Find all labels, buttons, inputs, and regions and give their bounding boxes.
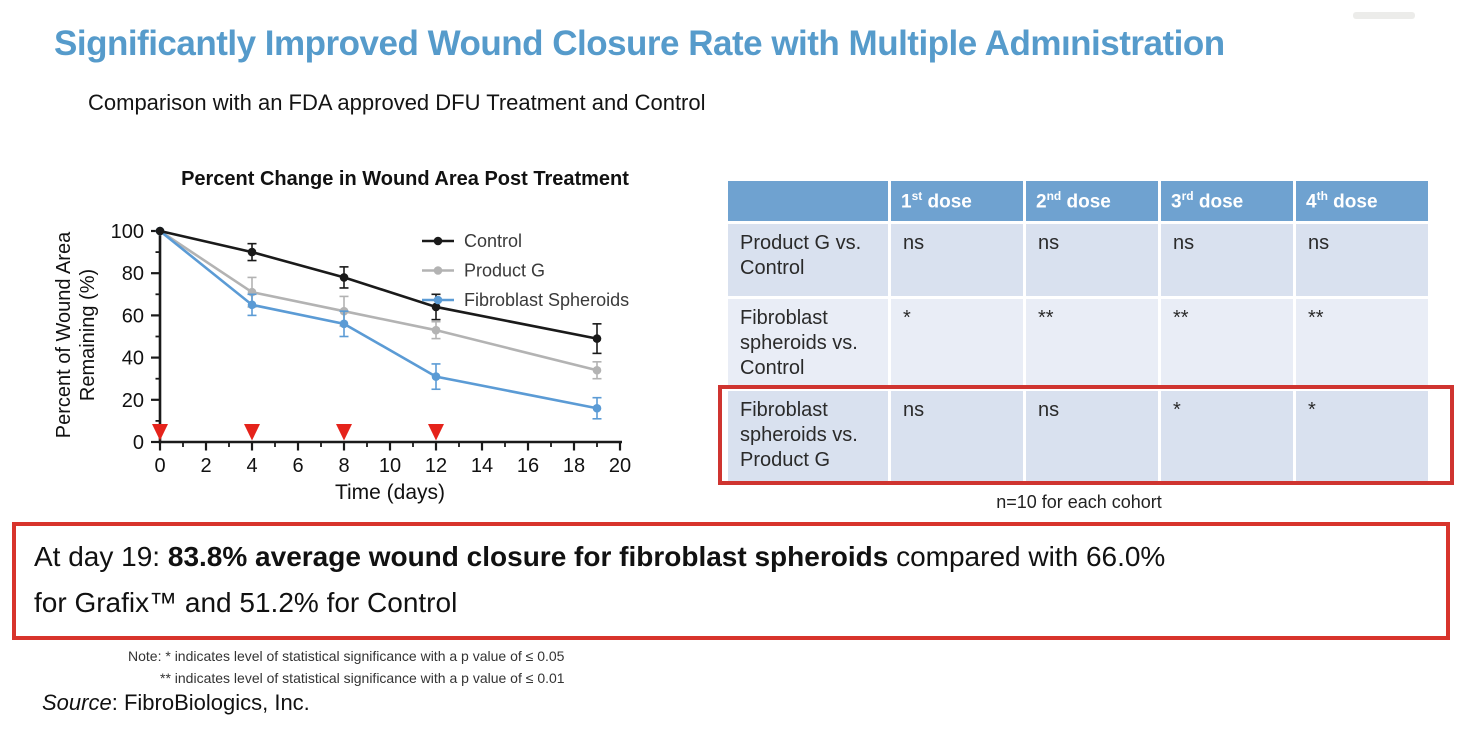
- series-fibroblast-spheroids: [155, 226, 602, 420]
- svg-text:Control: Control: [464, 231, 522, 251]
- table-cell: *: [1161, 391, 1293, 483]
- table-cell: **: [1161, 299, 1293, 388]
- svg-text:0: 0: [154, 455, 165, 477]
- table-header-row: 1st dose 2nd dose 3rd dose 4th dose: [728, 181, 1428, 221]
- page-subtitle: Comparison with an FDA approved DFU Trea…: [88, 90, 706, 115]
- significance-table-wrap: 1st dose 2nd dose 3rd dose 4th dose Prod…: [725, 178, 1431, 486]
- source-label: Source: [42, 690, 112, 715]
- col-header-dose-4: 4th dose: [1296, 181, 1428, 221]
- footnotes: Note: * indicates level of statistical s…: [128, 645, 565, 689]
- footnote-line2: ** indicates level of statistical signif…: [160, 670, 565, 686]
- dose-arrows: [152, 424, 444, 441]
- svg-text:16: 16: [517, 455, 539, 477]
- svg-text:14: 14: [471, 455, 493, 477]
- table-cell: **: [1296, 299, 1428, 388]
- table-cell: **: [1026, 299, 1158, 388]
- svg-text:Time (days): Time (days): [335, 481, 445, 504]
- table-cell: *: [1296, 391, 1428, 483]
- svg-text:18: 18: [563, 455, 585, 477]
- callout-bold: 83.8% average wound closure for fibrobla…: [167, 541, 889, 572]
- svg-text:Percent Change in Wound Area P: Percent Change in Wound Area Post Treatm…: [181, 168, 629, 190]
- svg-text:Fibroblast Spheroids: Fibroblast Spheroids: [464, 290, 629, 310]
- table-cell: ns: [1161, 224, 1293, 296]
- col-header-dose-2: 2nd dose: [1026, 181, 1158, 221]
- table-corner-cell: [728, 181, 888, 221]
- table-cell: ns: [1026, 391, 1158, 483]
- callout-prefix: At day 19:: [34, 541, 168, 572]
- source-line: Source: FibroBiologics, Inc.: [42, 690, 310, 716]
- svg-text:0: 0: [133, 432, 144, 454]
- table-cell: ns: [1026, 224, 1158, 296]
- table-cell: ns: [1296, 224, 1428, 296]
- svg-text:8: 8: [338, 455, 349, 477]
- svg-text:4: 4: [246, 455, 257, 477]
- row-label: Fibroblast spheroids vs. Control: [728, 299, 888, 388]
- legend: Control Product G Fibroblast Spheroids: [422, 231, 629, 310]
- table-cell: *: [891, 299, 1023, 388]
- svg-text:Percent of Wound Area: Percent of Wound Area: [53, 231, 75, 438]
- svg-text:Remaining (%): Remaining (%): [77, 269, 99, 401]
- col-header-dose-1: 1st dose: [891, 181, 1023, 221]
- svg-text:10: 10: [379, 455, 401, 477]
- axes: 0 20 40 60 80 100 0 2 4 6 8 10 12 14 16 18 20: [111, 221, 632, 477]
- svg-text:12: 12: [425, 455, 447, 477]
- key-result-callout: At day 19: 83.8% average wound closure f…: [12, 522, 1450, 640]
- highlighted-row-red-box: [718, 385, 1454, 485]
- source-text: : FibroBiologics, Inc.: [111, 690, 310, 715]
- svg-text:2: 2: [200, 455, 211, 477]
- row-label: Fibroblast spheroids vs. Product G: [728, 391, 888, 483]
- series-control: [155, 226, 602, 355]
- wound-area-line-chart: Percent Change in Wound Area Post Treatm…: [53, 168, 632, 504]
- table-row-product-g-vs-control: Product G vs. Control ns ns ns ns: [728, 224, 1428, 296]
- table-cell: ns: [891, 224, 1023, 296]
- footnote-line1: Note: * indicates level of statistical s…: [128, 648, 565, 664]
- svg-text:40: 40: [122, 348, 144, 370]
- scan-artifact: [1353, 12, 1415, 19]
- table-footnote: n=10 for each cohort: [996, 492, 1162, 512]
- callout-line2: for Grafix™ and 51.2% for Control: [34, 587, 458, 618]
- svg-text:20: 20: [122, 390, 144, 412]
- svg-text:60: 60: [122, 305, 144, 327]
- significance-table: 1st dose 2nd dose 3rd dose 4th dose Prod…: [725, 178, 1431, 486]
- callout-suffix: compared with 66.0%: [888, 541, 1166, 572]
- svg-text:6: 6: [292, 455, 303, 477]
- table-cell: ns: [891, 391, 1023, 483]
- table-row-spheroids-vs-product-g: Fibroblast spheroids vs. Product G ns ns…: [728, 391, 1428, 483]
- svg-text:Product G: Product G: [464, 261, 545, 281]
- svg-text:20: 20: [609, 455, 631, 477]
- table-row-spheroids-vs-control: Fibroblast spheroids vs. Control * ** **…: [728, 299, 1428, 388]
- svg-text:80: 80: [122, 263, 144, 285]
- page-title: Significantly Improved Wound Closure Rat…: [54, 24, 1225, 63]
- svg-text:100: 100: [111, 221, 144, 243]
- col-header-dose-3: 3rd dose: [1161, 181, 1293, 221]
- row-label: Product G vs. Control: [728, 224, 888, 296]
